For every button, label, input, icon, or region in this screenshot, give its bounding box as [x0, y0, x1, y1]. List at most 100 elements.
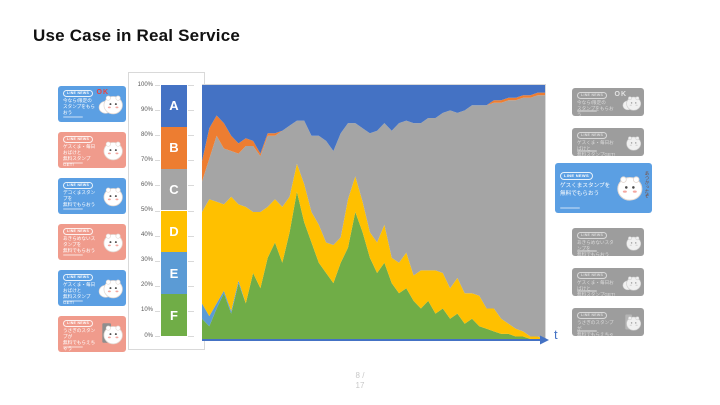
card-subtext-placeholder	[577, 289, 597, 292]
card-subtext-placeholder	[63, 161, 83, 164]
notification-card: LINE NEWS デコくまスタンプを 無料でもらおう	[58, 178, 126, 214]
white-blob-sticker-icon	[103, 233, 123, 253]
gridline-tick	[155, 85, 160, 86]
card-subtext-placeholder	[63, 115, 83, 118]
card-badge: LINE NEWS	[63, 90, 94, 97]
card-vertical-note: あつかったぞ	[645, 171, 650, 198]
two-cats-sticker-icon	[622, 276, 642, 291]
card-title: うさぎのスタンプが無料でもらえちゃう	[63, 328, 96, 351]
card-badge: LINE NEWS	[577, 92, 608, 99]
y-axis-tick-label: 40%	[140, 232, 153, 239]
notification-card: LINE NEWS ゲスくま・毎日おばけと 無料スタンプGET!	[58, 132, 126, 168]
area-series-A	[202, 85, 545, 162]
highlighted-notification-card: LINE NEWS ゲスくまスタンプを 無料でもらおう あつかったぞ	[555, 163, 652, 213]
sticker-icon	[98, 228, 124, 259]
bear-lying-sticker-icon	[626, 136, 642, 151]
legend-segment-label: C	[169, 182, 179, 198]
gridline-tick	[155, 235, 160, 237]
gridline-tick	[155, 110, 160, 112]
sticker-icon	[98, 90, 124, 121]
sticker-icon	[98, 320, 124, 351]
card-subtext-placeholder	[63, 253, 83, 256]
sticker-icon	[610, 169, 644, 208]
notification-card: LINE NEWS ゲスくま・毎日おばけと 無料スタンプGET!	[572, 268, 644, 296]
gridline-tick	[188, 160, 194, 162]
notification-card: LINE NEWS あきらめないスタンプを 無料でもらおう	[572, 228, 644, 256]
page-number: 8 / 17	[0, 371, 720, 391]
card-title: ゲスくま・毎日おばけと 無料スタンプGET!	[577, 140, 616, 156]
legend-segment-A: A	[161, 85, 187, 127]
card-subtext-placeholder	[577, 249, 597, 252]
time-axis-label: t	[554, 327, 558, 342]
card-badge: LINE NEWS	[63, 320, 94, 327]
gridline-tick	[155, 260, 160, 262]
card-subtext-placeholder	[63, 345, 83, 348]
legend-segment-label: B	[169, 140, 179, 156]
stacked-area-chart	[202, 85, 545, 339]
sticker-icon	[622, 92, 642, 116]
card-badge: LINE NEWS	[560, 172, 593, 180]
gridline-tick	[188, 110, 194, 112]
card-badge: LINE NEWS	[63, 182, 94, 189]
card-badge: LINE NEWS	[577, 312, 608, 319]
two-cats-sticker-icon	[622, 96, 642, 111]
time-axis-arrow	[202, 335, 549, 345]
gridline-tick	[188, 235, 194, 237]
sticker-icon	[98, 136, 124, 167]
notification-card: LINE NEWS あきらめないスタンプを 無料でもらおう	[58, 224, 126, 260]
y-axis-tick-label: 30%	[140, 257, 153, 264]
gridline-tick	[155, 310, 160, 312]
gridline-tick	[155, 210, 160, 212]
y-axis-tick-label: 60%	[140, 181, 153, 188]
page-number-line2: 17	[355, 381, 365, 390]
gridline-tick	[155, 185, 160, 187]
notification-card: LINE NEWS ゲスくま・毎日おばけと 無料スタンプGET!	[58, 270, 126, 306]
card-accent-text: OK	[96, 89, 109, 96]
sticker-icon	[98, 274, 124, 305]
gridline-tick	[188, 260, 194, 262]
card-title: デコくまスタンプを 無料でもらおう	[63, 190, 96, 207]
gridline-tick	[155, 285, 160, 287]
page-number-line1: 8 /	[355, 371, 365, 380]
legend-segment-label: D	[169, 223, 179, 239]
card-subtext-placeholder	[577, 149, 597, 152]
card-title: 今なら!限定の スタンプをもらおう	[63, 98, 96, 115]
legend-segment-label: F	[170, 307, 178, 323]
slide-title: Use Case in Real Service	[33, 26, 241, 45]
card-subtext-placeholder	[63, 299, 83, 302]
card-subtext-placeholder	[63, 207, 83, 210]
gridline-tick	[188, 185, 194, 187]
card-title: 今なら!限定の スタンプをもらおう	[577, 100, 614, 116]
card-subtext-placeholder	[577, 329, 597, 332]
card-badge: LINE NEWS	[577, 232, 608, 239]
legend-segment-label: A	[169, 98, 179, 114]
y-axis-tick-label: 90%	[140, 106, 153, 113]
gridline-tick	[155, 135, 160, 137]
white-blob-sticker-icon	[626, 236, 642, 251]
area-series-F	[202, 191, 545, 339]
sticker-icon	[622, 232, 642, 256]
sticker-icon	[622, 312, 642, 336]
y-axis-tick-label: 0%	[144, 332, 153, 339]
card-title: ゲスくま・毎日おばけと 無料スタンプGET!	[63, 144, 96, 167]
two-cats-sticker-icon	[98, 95, 123, 115]
door-cat-sticker-icon	[102, 323, 123, 345]
gridline-tick	[188, 336, 194, 337]
y-axis-tick-label: 70%	[140, 156, 153, 163]
card-badge: LINE NEWS	[63, 136, 94, 143]
card-subtext-placeholder	[577, 109, 597, 112]
y-axis-tick-label: 80%	[140, 131, 153, 138]
legend-segment-D: D	[161, 210, 187, 253]
card-title: ゲスくま・毎日おばけと 無料スタンプGET!	[577, 280, 616, 296]
bear-drink-sticker-icon	[617, 176, 643, 201]
sticker-icon	[622, 132, 642, 156]
y-axis-tick-label: 10%	[140, 307, 153, 314]
card-title: ゲスくまスタンプを 無料でもらおう	[560, 183, 611, 197]
area-series-C	[202, 95, 545, 339]
area-series-D	[202, 163, 545, 339]
y-axis-tick-label: 50%	[140, 207, 153, 213]
notification-card: LINE NEWS 今なら!限定の スタンプをもらおう OK	[58, 86, 126, 122]
